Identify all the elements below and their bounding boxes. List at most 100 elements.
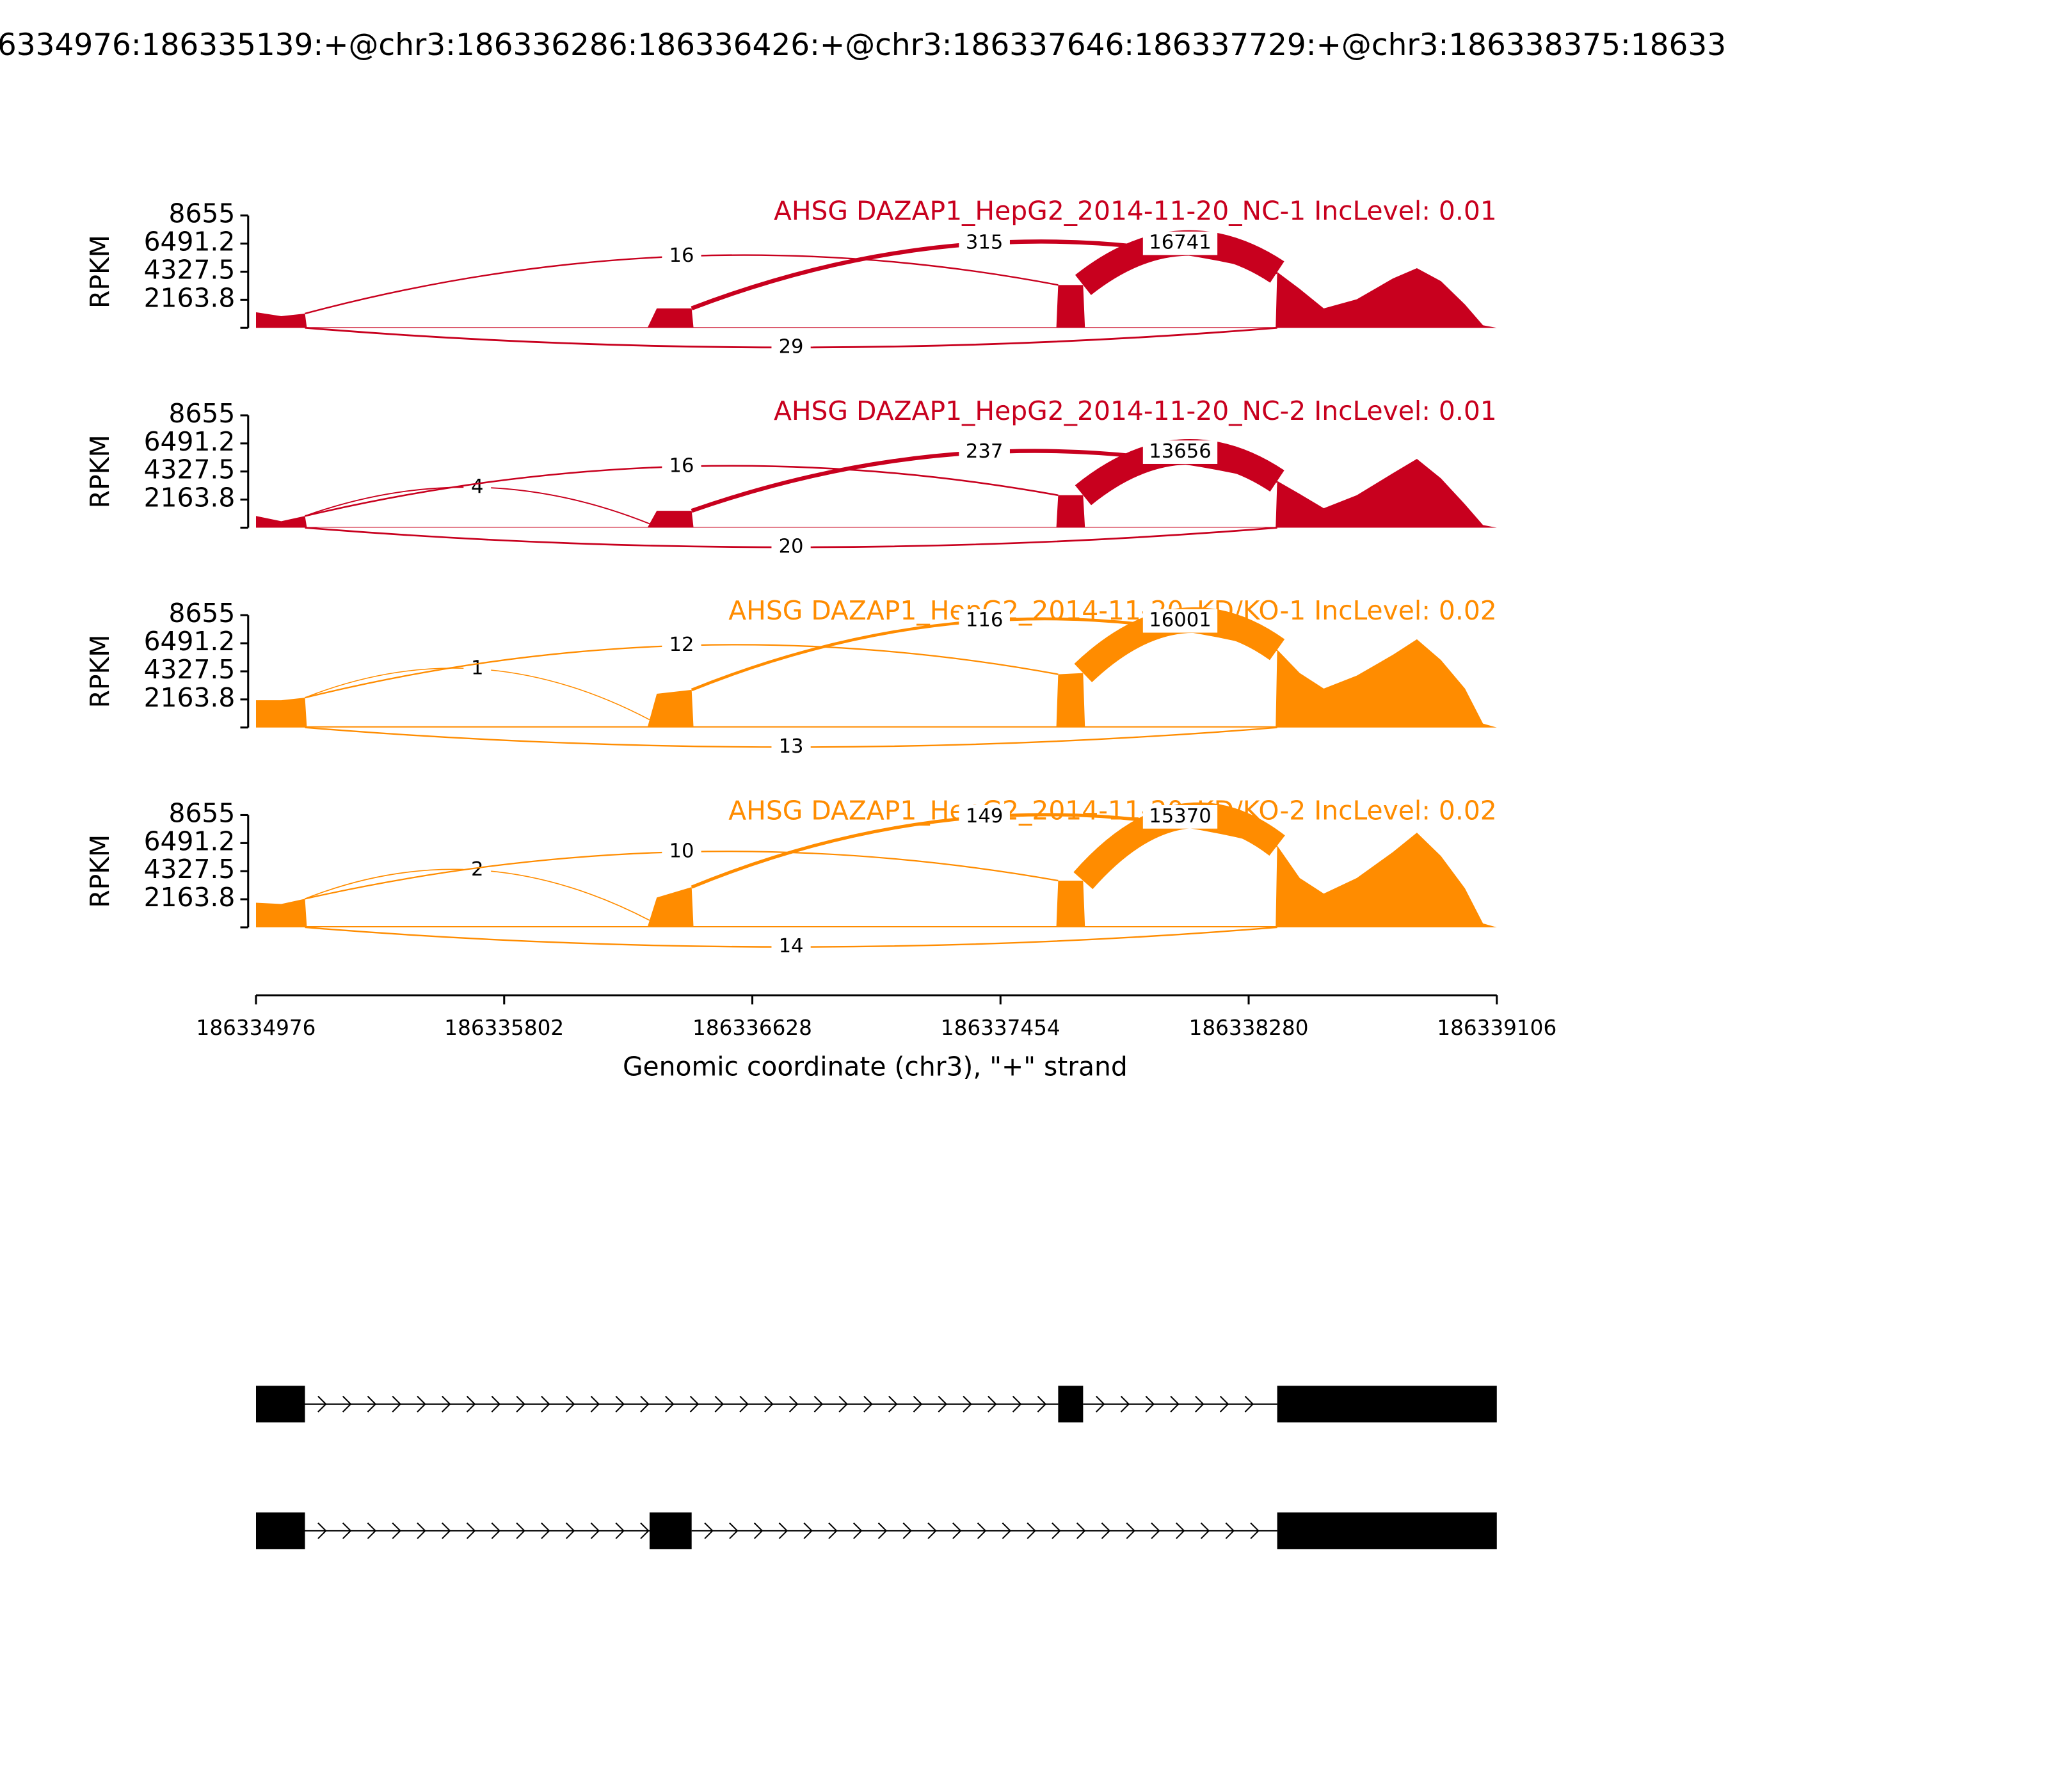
junction-count: 16 xyxy=(669,244,694,267)
figure-title: 6334976:186335139:+@chr3:186336286:18633… xyxy=(0,28,1726,63)
y-axis-label: RPKM xyxy=(84,235,115,308)
y-tick-label: 4327.5 xyxy=(144,454,236,485)
junction-count: 4 xyxy=(471,476,483,498)
intron-arrow xyxy=(367,1395,377,1412)
transcript xyxy=(256,1512,1497,1549)
intron-arrow xyxy=(853,1522,863,1539)
intron-arrow xyxy=(764,1395,774,1412)
intron-arrow xyxy=(963,1395,972,1412)
intron-arrow xyxy=(863,1395,873,1412)
junction-count: 29 xyxy=(779,335,804,358)
intron-arrow xyxy=(1052,1522,1061,1539)
junction-count: 16001 xyxy=(1149,609,1211,632)
intron-arrow xyxy=(516,1522,525,1539)
intron-arrow xyxy=(813,1395,824,1412)
exon xyxy=(256,1386,305,1423)
y-tick-label: 2163.8 xyxy=(144,682,236,713)
intron-arrow xyxy=(590,1522,600,1539)
intron-arrow xyxy=(753,1522,764,1539)
transcript xyxy=(256,1386,1497,1423)
y-tick-label: 8655 xyxy=(169,398,236,429)
intron-arrow xyxy=(442,1522,451,1539)
x-tick-label: 186337454 xyxy=(941,1016,1060,1040)
junction-label-bg xyxy=(771,535,811,559)
x-tick-label: 186339106 xyxy=(1437,1016,1556,1040)
intron-arrow xyxy=(1027,1522,1036,1539)
y-axis-label: RPKM xyxy=(84,435,115,508)
intron-arrow xyxy=(1126,1522,1135,1539)
intron-arrow xyxy=(1195,1395,1204,1412)
junction-count: 237 xyxy=(966,440,1003,463)
junction-label-bg xyxy=(959,804,1010,829)
x-tick-label: 186334976 xyxy=(196,1016,316,1040)
intron-arrow xyxy=(1101,1522,1111,1539)
intron-arrow xyxy=(392,1522,401,1539)
junction-label-bg xyxy=(959,609,1010,633)
intron-arrow xyxy=(1225,1522,1235,1539)
coverage-area xyxy=(256,268,1497,328)
junction-count: 12 xyxy=(669,634,694,656)
junction-label-bg xyxy=(771,735,811,759)
intron-arrow xyxy=(1244,1395,1254,1412)
intron-arrow xyxy=(877,1522,888,1539)
intron-arrow xyxy=(466,1522,476,1539)
intron-arrow xyxy=(1145,1395,1155,1412)
junction-label-bg xyxy=(662,244,701,268)
junction-label-bg xyxy=(662,454,701,479)
coverage-area xyxy=(256,832,1497,927)
intron-arrow xyxy=(615,1522,625,1539)
intron-arrow xyxy=(1200,1522,1210,1539)
intron-arrow xyxy=(704,1522,714,1539)
junction-count: 1 xyxy=(471,657,483,680)
panel-title: AHSG DAZAP1_HepG2_2014-11-20_NC-2 IncLev… xyxy=(774,396,1497,426)
intron-arrow xyxy=(927,1522,937,1539)
intron-arrow xyxy=(828,1522,838,1539)
intron-arrow xyxy=(640,1395,650,1412)
intron-arrow xyxy=(739,1395,749,1412)
junction-count: 14 xyxy=(779,935,804,957)
exon xyxy=(256,1512,305,1549)
y-tick-label: 4327.5 xyxy=(144,254,236,285)
exon xyxy=(649,1512,692,1549)
junction-count: 16741 xyxy=(1149,232,1211,254)
intron-arrow xyxy=(988,1395,997,1412)
intron-arrow xyxy=(317,1522,327,1539)
intron-arrow xyxy=(689,1395,700,1412)
junction-count: 149 xyxy=(966,805,1003,828)
intron-arrow xyxy=(590,1395,600,1412)
y-tick-label: 8655 xyxy=(169,797,236,828)
junction-count: 10 xyxy=(669,840,694,863)
y-tick-label: 8655 xyxy=(169,598,236,628)
junction-count: 116 xyxy=(966,609,1003,632)
intron-arrow xyxy=(417,1522,426,1539)
junction-count: 16 xyxy=(669,454,694,477)
y-tick-label: 6491.2 xyxy=(144,426,236,457)
junction-count: 2 xyxy=(471,858,483,881)
intron-arrow xyxy=(442,1395,451,1412)
exon xyxy=(1058,1386,1084,1423)
intron-arrow xyxy=(1076,1522,1086,1539)
intron-arrow xyxy=(1037,1395,1047,1412)
coverage-area xyxy=(256,459,1497,528)
intron-arrow xyxy=(1151,1522,1160,1539)
intron-arrow xyxy=(778,1522,788,1539)
y-tick-label: 2163.8 xyxy=(144,483,236,513)
intron-arrow xyxy=(516,1395,525,1412)
y-tick-label: 6491.2 xyxy=(144,826,236,856)
junction-label-bg xyxy=(1142,440,1218,464)
junction-count: 315 xyxy=(966,232,1003,254)
intron-arrow xyxy=(665,1395,675,1412)
y-tick-label: 4327.5 xyxy=(144,654,236,685)
junction-count: 20 xyxy=(779,536,804,558)
intron-arrow xyxy=(1176,1522,1185,1539)
y-tick-label: 8655 xyxy=(169,198,236,229)
exon xyxy=(1277,1512,1497,1549)
panel-title: AHSG DAZAP1_HepG2_2014-11-20_KD/KO-2 Inc… xyxy=(728,795,1497,826)
intron-arrow xyxy=(640,1522,650,1539)
panel-title: AHSG DAZAP1_HepG2_2014-11-20_NC-1 IncLev… xyxy=(774,196,1497,227)
intron-arrow xyxy=(838,1395,848,1412)
